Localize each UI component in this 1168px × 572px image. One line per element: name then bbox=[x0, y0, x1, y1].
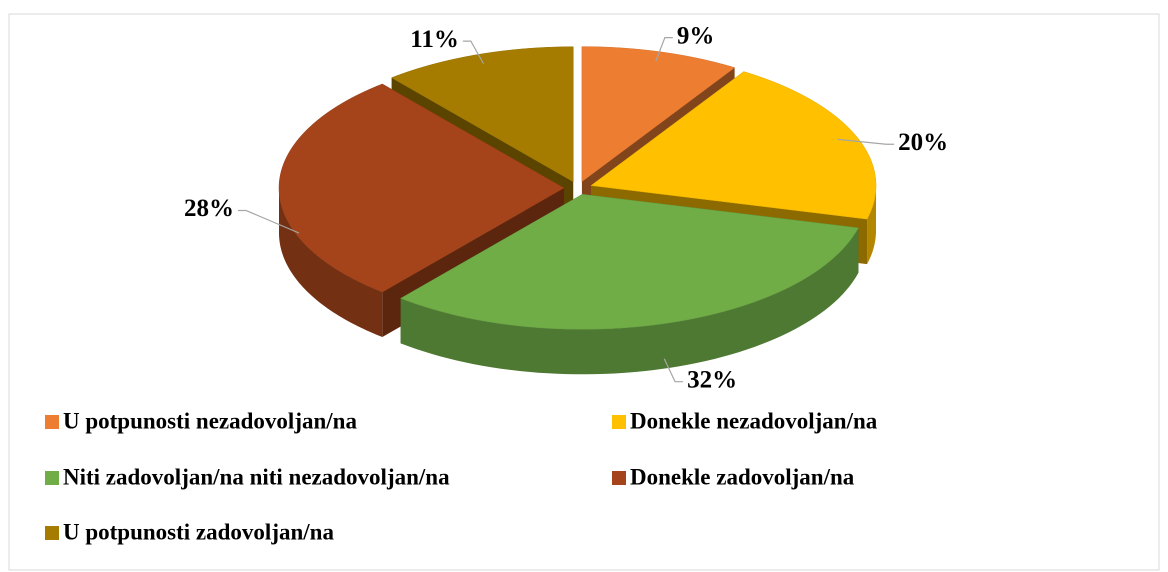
legend-swatch bbox=[45, 526, 59, 540]
leader-line bbox=[238, 209, 300, 234]
pie-slice-side bbox=[867, 185, 877, 265]
legend-swatch bbox=[612, 471, 626, 485]
pie-slice bbox=[581, 46, 736, 183]
pie-slice bbox=[590, 71, 877, 220]
data-label: 11% bbox=[410, 26, 459, 53]
legend-swatch bbox=[45, 471, 59, 485]
legend-label: U potpunosti nezadovoljan/na bbox=[63, 408, 357, 433]
leader-line bbox=[837, 138, 895, 145]
pie-slice bbox=[278, 83, 565, 293]
data-label: 32% bbox=[687, 366, 737, 393]
leader-line bbox=[655, 37, 673, 62]
pie-slice-side bbox=[400, 227, 859, 375]
legend-swatch bbox=[45, 415, 59, 429]
legend-swatch bbox=[612, 415, 626, 429]
legend-label: Donekle nezadovoljan/na bbox=[630, 408, 878, 433]
legend-label: U potpunosti zadovoljan/na bbox=[63, 519, 334, 544]
leader-line bbox=[462, 40, 484, 64]
legend-label: Donekle zadovoljan/na bbox=[630, 464, 855, 489]
data-label: 20% bbox=[898, 129, 948, 156]
data-label: 28% bbox=[184, 195, 234, 222]
pie-slice bbox=[400, 194, 859, 330]
data-label: 9% bbox=[677, 22, 715, 49]
pie-slice bbox=[391, 46, 574, 183]
leader-line bbox=[663, 358, 684, 383]
legend-label: Niti zadovoljan/na niti nezadovoljan/na bbox=[63, 464, 450, 489]
pie-slice-side bbox=[279, 188, 383, 338]
